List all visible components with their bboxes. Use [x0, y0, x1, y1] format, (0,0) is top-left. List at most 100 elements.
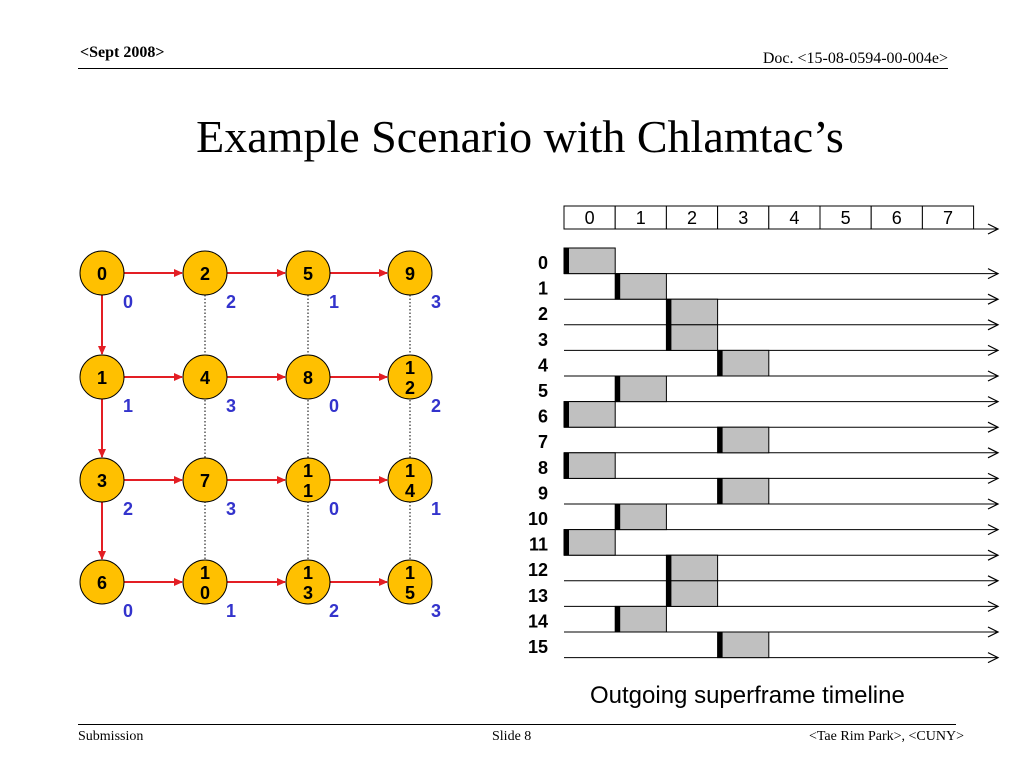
node-id: 2 [405, 378, 415, 398]
node-row-label: 10 [528, 509, 548, 529]
transmit-slot-block [665, 580, 719, 607]
slot-header-label: 7 [943, 208, 953, 228]
node-row-label: 3 [538, 330, 548, 350]
node: 132 [285, 559, 339, 621]
transmit-slot-block [717, 426, 770, 454]
slot-start-marker [615, 273, 621, 300]
node-id: 4 [405, 481, 415, 501]
node-slot-number: 1 [226, 601, 236, 621]
node: 122 [387, 354, 441, 416]
slide-title: Example Scenario with Chlamtac’s [196, 111, 844, 162]
node-id: 4 [200, 368, 210, 388]
node: 101 [182, 559, 236, 621]
node-circle [182, 250, 228, 296]
node-circle [79, 354, 125, 400]
node: 93 [387, 250, 441, 312]
node-row-label: 6 [538, 407, 548, 427]
node-circle [79, 559, 125, 605]
node-slot-number: 2 [123, 499, 133, 519]
node-id: 5 [405, 583, 415, 603]
slot-header-label: 1 [636, 208, 646, 228]
slot-header-label: 6 [892, 208, 902, 228]
slot-start-marker [717, 632, 723, 658]
node-circle [79, 457, 125, 503]
transmit-slot-block [563, 529, 616, 556]
node-slot-number: 0 [329, 499, 339, 519]
slot-start-marker [615, 376, 621, 402]
transmit-slot-block [614, 503, 667, 531]
node-slot-number: 2 [226, 292, 236, 312]
slot-start-marker [666, 324, 672, 351]
footer-slide-number: Slide 8 [492, 729, 532, 744]
transmit-slot-block [665, 554, 719, 582]
node-circle [79, 250, 125, 296]
node-slot-number: 1 [329, 292, 339, 312]
node-slot-number: 1 [431, 499, 441, 519]
slot-header-label: 4 [789, 208, 799, 228]
slot-header-label: 5 [841, 208, 851, 228]
slot-start-marker [564, 248, 569, 274]
node-slot-number: 3 [431, 601, 441, 621]
node-row-label: 0 [538, 253, 548, 273]
slot-start-marker [666, 580, 672, 607]
node-id: 8 [303, 368, 313, 388]
timeline-caption: Outgoing superframe timeline [590, 682, 905, 709]
slot-start-marker [615, 606, 621, 632]
node-row-label: 14 [528, 611, 548, 631]
footer-divider [78, 724, 956, 725]
node-row-label: 8 [538, 458, 548, 478]
node-slot-number: 3 [226, 499, 236, 519]
node-slot-number: 2 [329, 601, 339, 621]
transmit-slot-block [563, 401, 616, 428]
node-row-label: 1 [538, 279, 548, 299]
slot-header-cell [921, 205, 975, 230]
node-circle [387, 457, 433, 503]
node: 51 [285, 250, 339, 312]
slot-start-marker [564, 452, 569, 479]
node-id: 1 [303, 563, 313, 583]
node-id: 2 [200, 264, 210, 284]
transmit-slot-block [717, 349, 770, 377]
node-slot-number: 0 [123, 292, 133, 312]
node: 60 [79, 559, 133, 621]
node: 110 [285, 457, 339, 519]
node-id: 1 [405, 358, 415, 378]
node-row-label: 15 [528, 637, 548, 657]
node-slot-number: 3 [431, 292, 441, 312]
slot-start-marker [717, 350, 723, 376]
footer-author: <Tae Rim Park>, <CUNY> [808, 729, 964, 744]
node-id: 3 [97, 471, 107, 491]
node-row-label: 9 [538, 483, 548, 503]
node-row-label: 13 [528, 586, 548, 606]
node-id: 5 [303, 264, 313, 284]
slot-start-marker [564, 529, 569, 556]
transmit-slot-block [563, 247, 616, 275]
slot-start-marker [717, 427, 723, 453]
node-circle [387, 559, 433, 605]
node: 32 [79, 457, 133, 519]
node-id: 1 [405, 461, 415, 481]
node-slot-number: 0 [329, 396, 339, 416]
transmit-slot-block [614, 273, 667, 300]
transmit-slot-block [563, 452, 616, 479]
node-row-label: 5 [538, 381, 548, 401]
node-slot-number: 2 [431, 396, 441, 416]
slot-header-label: 3 [738, 208, 748, 228]
slot-start-marker [717, 478, 723, 504]
node-id: 1 [303, 481, 313, 501]
node-id: 9 [405, 264, 415, 284]
node-circle [285, 354, 331, 400]
header-doc-id: Doc. <15-08-0594-00-004e> [762, 50, 948, 67]
node-id: 1 [200, 563, 210, 583]
node-slot-number: 3 [226, 396, 236, 416]
slot-header-label: 2 [687, 208, 697, 228]
transmit-slot-block [665, 324, 719, 351]
transmit-slot-block [665, 298, 719, 326]
node-id: 1 [97, 368, 107, 388]
node: 11 [79, 354, 133, 416]
node-circle [182, 457, 228, 503]
footer-submission: Submission [78, 729, 144, 744]
